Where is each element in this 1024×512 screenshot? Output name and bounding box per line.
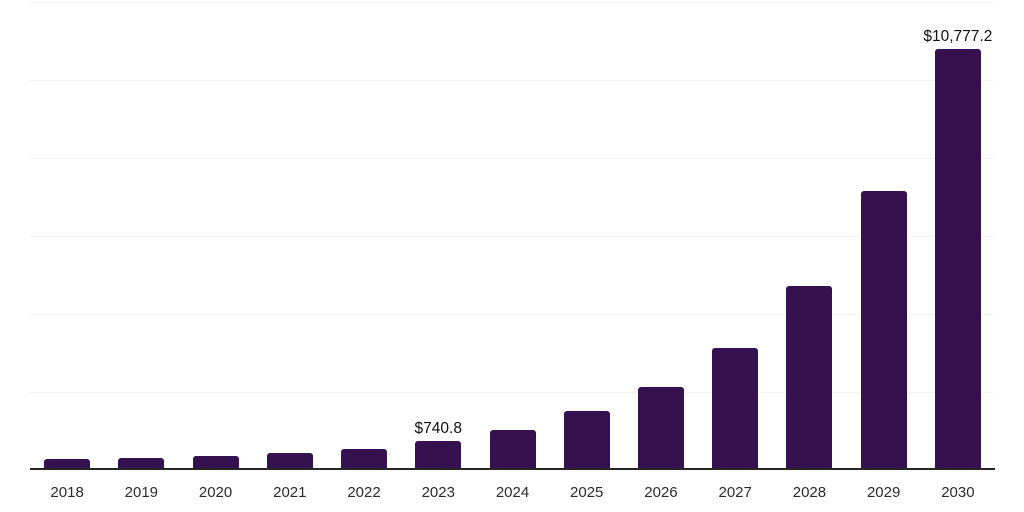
gridline-10000 — [30, 79, 995, 81]
x-tick-2021: 2021 — [273, 484, 307, 501]
x-tick-2025: 2025 — [570, 484, 604, 501]
bar-2027 — [712, 347, 759, 470]
gridline-12000 — [30, 1, 995, 3]
x-tick-2028: 2028 — [792, 484, 827, 501]
bar-2021 — [266, 452, 313, 470]
bar-2025 — [563, 411, 610, 470]
x-tick-2018: 2018 — [50, 484, 84, 501]
x-tick-2029: 2029 — [866, 484, 901, 501]
x-axis-line — [30, 468, 995, 470]
gridline-8000 — [30, 157, 995, 159]
x-tick-2019: 2019 — [124, 484, 159, 501]
gridline-6000 — [30, 235, 995, 237]
x-tick-2022: 2022 — [347, 484, 381, 501]
gridline-4000 — [30, 313, 995, 315]
bar-2020 — [192, 455, 239, 470]
x-tick-2024: 2024 — [495, 484, 530, 501]
bar-2030 — [934, 49, 981, 470]
x-tick-2023: 2023 — [421, 484, 455, 501]
bar-2028 — [786, 286, 833, 470]
x-tick-2027: 2027 — [718, 484, 752, 501]
bar-2019 — [118, 457, 165, 470]
x-tick-2026: 2026 — [644, 484, 678, 501]
x-tick-2020: 2020 — [198, 484, 233, 501]
bar-2022 — [341, 449, 388, 470]
bar-2026 — [637, 387, 684, 470]
bar-2023 — [415, 440, 462, 470]
gridline-2000 — [30, 391, 995, 393]
bar-2029 — [860, 191, 907, 470]
bar-2024 — [489, 430, 536, 470]
x-tick-2030: 2030 — [941, 484, 975, 501]
data-label-2023: $740.8 — [414, 419, 462, 437]
bar-2018 — [44, 459, 91, 470]
data-label-2030: $10,777.2 — [923, 28, 993, 46]
